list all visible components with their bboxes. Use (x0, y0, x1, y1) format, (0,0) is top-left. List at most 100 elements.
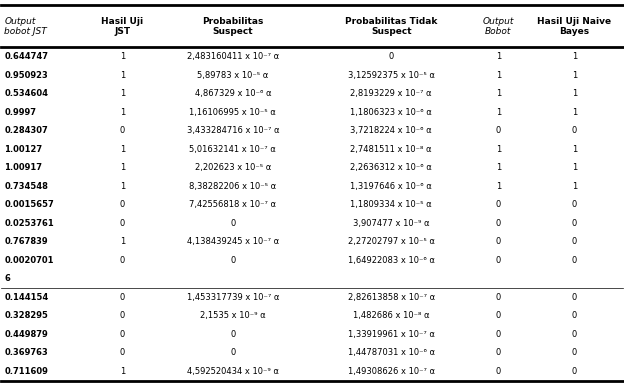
Text: 0.644747: 0.644747 (4, 52, 49, 61)
Text: 2,483160411 x 10⁻⁷ α: 2,483160411 x 10⁻⁷ α (187, 52, 279, 61)
Text: 0.328295: 0.328295 (4, 312, 49, 320)
Text: 0.0020701: 0.0020701 (4, 256, 54, 265)
Text: 1: 1 (495, 108, 501, 117)
Text: 0: 0 (572, 237, 577, 246)
Text: 1: 1 (495, 145, 501, 154)
Text: 0: 0 (120, 256, 125, 265)
Text: 0: 0 (495, 330, 501, 339)
Text: 0: 0 (572, 349, 577, 357)
Text: 2,27202797 x 10⁻⁵ α: 2,27202797 x 10⁻⁵ α (348, 237, 435, 246)
Text: 0.734548: 0.734548 (4, 182, 49, 191)
Text: 0: 0 (572, 367, 577, 376)
Text: 2,1535 x 10⁻⁹ α: 2,1535 x 10⁻⁹ α (200, 312, 266, 320)
Text: 1: 1 (120, 237, 125, 246)
Text: 0: 0 (495, 367, 501, 376)
Text: 0: 0 (572, 126, 577, 135)
Text: 1: 1 (572, 163, 577, 172)
Text: 0: 0 (572, 330, 577, 339)
Text: 1: 1 (495, 89, 501, 98)
Text: 0.0253761: 0.0253761 (4, 219, 54, 228)
Text: 0: 0 (572, 219, 577, 228)
Text: 0.534604: 0.534604 (4, 89, 49, 98)
Text: 1: 1 (120, 145, 125, 154)
Text: 0: 0 (572, 256, 577, 265)
Text: 0: 0 (572, 312, 577, 320)
Text: 0.449879: 0.449879 (4, 330, 48, 339)
Text: 0.9997: 0.9997 (4, 108, 36, 117)
Text: 2,202623 x 10⁻⁵ α: 2,202623 x 10⁻⁵ α (195, 163, 271, 172)
Text: 3,12592375 x 10⁻⁵ α: 3,12592375 x 10⁻⁵ α (348, 71, 435, 80)
Text: 0: 0 (495, 349, 501, 357)
Text: 4,138439245 x 10⁻⁷ α: 4,138439245 x 10⁻⁷ α (187, 237, 279, 246)
Text: 1,1806323 x 10⁻⁶ α: 1,1806323 x 10⁻⁶ α (350, 108, 432, 117)
Text: 1: 1 (495, 52, 501, 61)
Text: 0: 0 (495, 200, 501, 209)
Text: 2,8193229 x 10⁻⁷ α: 2,8193229 x 10⁻⁷ α (351, 89, 432, 98)
Text: 1,49308626 x 10⁻⁷ α: 1,49308626 x 10⁻⁷ α (348, 367, 435, 376)
Text: 1: 1 (120, 108, 125, 117)
Text: 0: 0 (120, 349, 125, 357)
Text: Output
bobot JST: Output bobot JST (4, 17, 47, 36)
Text: 0.767839: 0.767839 (4, 237, 48, 246)
Text: 0: 0 (495, 256, 501, 265)
Text: 1,1809334 x 10⁻⁵ α: 1,1809334 x 10⁻⁵ α (351, 200, 432, 209)
Text: Probabilitas Tidak
Suspect: Probabilitas Tidak Suspect (345, 17, 437, 36)
Text: 3,433284716 x 10⁻⁷ α: 3,433284716 x 10⁻⁷ α (187, 126, 279, 135)
Text: 1: 1 (120, 367, 125, 376)
Text: Output
Bobot: Output Bobot (483, 17, 514, 36)
Text: 1: 1 (120, 71, 125, 80)
Text: 1: 1 (495, 163, 501, 172)
Text: 0.369763: 0.369763 (4, 349, 48, 357)
Text: 1: 1 (572, 52, 577, 61)
Text: 0: 0 (495, 293, 501, 302)
Text: 1,64922083 x 10⁻⁶ α: 1,64922083 x 10⁻⁶ α (348, 256, 435, 265)
Text: 1: 1 (120, 52, 125, 61)
Text: 0: 0 (230, 219, 235, 228)
Text: 0: 0 (389, 52, 394, 61)
Text: 2,82613858 x 10⁻⁷ α: 2,82613858 x 10⁻⁷ α (348, 293, 435, 302)
Text: 0.0015657: 0.0015657 (4, 200, 54, 209)
Text: 0: 0 (230, 256, 235, 265)
Text: 0.144154: 0.144154 (4, 293, 49, 302)
Text: 7,42556818 x 10⁻⁷ α: 7,42556818 x 10⁻⁷ α (189, 200, 276, 209)
Text: 0.711609: 0.711609 (4, 367, 49, 376)
Text: 0: 0 (120, 200, 125, 209)
Text: 8,38282206 x 10⁻⁵ α: 8,38282206 x 10⁻⁵ α (189, 182, 276, 191)
Text: 0: 0 (230, 330, 235, 339)
Text: 1,453317739 x 10⁻⁷ α: 1,453317739 x 10⁻⁷ α (187, 293, 279, 302)
Text: 2,7481511 x 10⁻⁸ α: 2,7481511 x 10⁻⁸ α (351, 145, 432, 154)
Text: 0: 0 (120, 219, 125, 228)
Text: 0: 0 (495, 237, 501, 246)
Text: 1,16106995 x 10⁻⁵ α: 1,16106995 x 10⁻⁵ α (190, 108, 276, 117)
Text: 1: 1 (120, 163, 125, 172)
Text: 5,01632141 x 10⁻⁷ α: 5,01632141 x 10⁻⁷ α (190, 145, 276, 154)
Text: 1,44787031 x 10⁻⁶ α: 1,44787031 x 10⁻⁶ α (348, 349, 435, 357)
Text: 0: 0 (120, 126, 125, 135)
Text: 1: 1 (572, 89, 577, 98)
Text: 0: 0 (495, 312, 501, 320)
Text: 1: 1 (572, 108, 577, 117)
Text: 3,7218224 x 10⁻⁶ α: 3,7218224 x 10⁻⁶ α (351, 126, 432, 135)
Text: 0: 0 (120, 312, 125, 320)
Text: 0: 0 (120, 330, 125, 339)
Text: 1,482686 x 10⁻⁸ α: 1,482686 x 10⁻⁸ α (353, 312, 429, 320)
Text: 4,867329 x 10⁻⁶ α: 4,867329 x 10⁻⁶ α (195, 89, 271, 98)
Text: 5,89783 x 10⁻⁵ α: 5,89783 x 10⁻⁵ α (197, 71, 268, 80)
Text: 1: 1 (572, 71, 577, 80)
Text: 0: 0 (230, 349, 235, 357)
Text: 1,33919961 x 10⁻⁷ α: 1,33919961 x 10⁻⁷ α (348, 330, 435, 339)
Text: 1: 1 (495, 71, 501, 80)
Text: 0: 0 (572, 200, 577, 209)
Text: 0: 0 (572, 293, 577, 302)
Text: 1: 1 (495, 182, 501, 191)
Text: 1: 1 (572, 145, 577, 154)
Text: Hasil Uji Naive
Bayes: Hasil Uji Naive Bayes (537, 17, 612, 36)
Text: Probabilitas
Suspect: Probabilitas Suspect (202, 17, 263, 36)
Text: 4,592520434 x 10⁻⁹ α: 4,592520434 x 10⁻⁹ α (187, 367, 279, 376)
Text: 0: 0 (495, 219, 501, 228)
Text: 2,2636312 x 10⁻⁶ α: 2,2636312 x 10⁻⁶ α (350, 163, 432, 172)
Text: 1,3197646 x 10⁻⁶ α: 1,3197646 x 10⁻⁶ α (350, 182, 432, 191)
Text: 1: 1 (120, 182, 125, 191)
Text: 6: 6 (4, 274, 11, 283)
Text: 1.00127: 1.00127 (4, 145, 42, 154)
